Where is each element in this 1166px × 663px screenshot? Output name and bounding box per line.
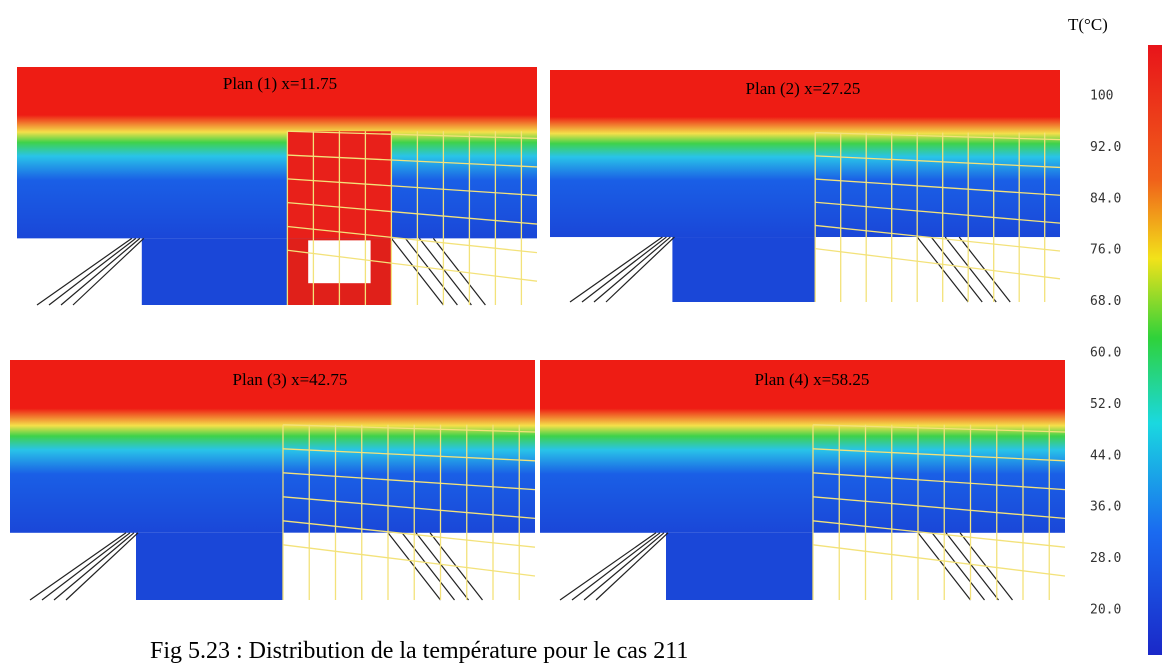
panel-label: Plan (3) x=42.75 — [233, 370, 348, 389]
edge-line — [596, 533, 668, 600]
panel-label: Plan (1) x=11.75 — [223, 74, 337, 93]
edge-line — [42, 533, 130, 600]
cfd-panel: Plan (2) x=27.25 — [550, 70, 1060, 302]
colorbar — [1148, 45, 1162, 655]
edge-line — [594, 237, 670, 302]
edge-line — [582, 237, 666, 302]
figure: Plan (1) x=11.75 Plan (2) x=27.25 Plan (3)… — [0, 0, 1166, 663]
colorbar-ticks: 100 92.0 84.0 76.0 68.0 60.0 52.0 44.0 36.0 28.0 2… — [1090, 89, 1121, 618]
colorbar-tick-label: 92.0 — [1090, 140, 1121, 155]
cfd-panel: Plan (3) x=42.75 — [10, 360, 535, 600]
panels: Plan (1) x=11.75 Plan (2) x=27.25 Plan (3)… — [10, 67, 1065, 600]
edge-line — [584, 533, 664, 600]
edge-line — [402, 533, 455, 600]
colorbar-tick-label: 44.0 — [1090, 448, 1121, 463]
edge-line — [49, 238, 136, 305]
lower-volume — [142, 238, 288, 305]
edge-line — [66, 533, 138, 600]
colorbar-tick-label: 100 — [1090, 89, 1113, 104]
colorbar-tick-label: 68.0 — [1090, 294, 1121, 309]
edge-line — [30, 533, 126, 600]
colorbar-tick-label: 28.0 — [1090, 551, 1121, 566]
colorbar-tick-label: 52.0 — [1090, 397, 1121, 412]
colorbar-tick-label: 36.0 — [1090, 500, 1121, 515]
lower-volume — [666, 533, 813, 600]
lower-volume — [136, 533, 283, 600]
colorbar-tick-label: 76.0 — [1090, 243, 1121, 258]
colorbar-unit: T(°C) — [1068, 15, 1108, 34]
colorbar-tick-label: 20.0 — [1090, 603, 1121, 618]
lower-volume — [672, 237, 815, 302]
edge-line — [560, 533, 656, 600]
edge-line — [54, 533, 134, 600]
edge-line — [405, 238, 457, 305]
cfd-panel: Plan (4) x=58.25 — [540, 360, 1065, 600]
edge-line — [932, 533, 985, 600]
colorbar-tick-label: 60.0 — [1090, 346, 1121, 361]
edge-line — [61, 238, 140, 305]
panel-label: Plan (4) x=58.25 — [755, 370, 870, 389]
cfd-panel: Plan (1) x=11.75 — [17, 67, 537, 305]
panel-label: Plan (2) x=27.25 — [746, 79, 861, 98]
caption: Fig 5.23 : Distribution de la températur… — [150, 638, 688, 663]
colorbar-tick-label: 84.0 — [1090, 191, 1121, 206]
edge-line — [572, 533, 660, 600]
edge-line — [931, 237, 982, 302]
